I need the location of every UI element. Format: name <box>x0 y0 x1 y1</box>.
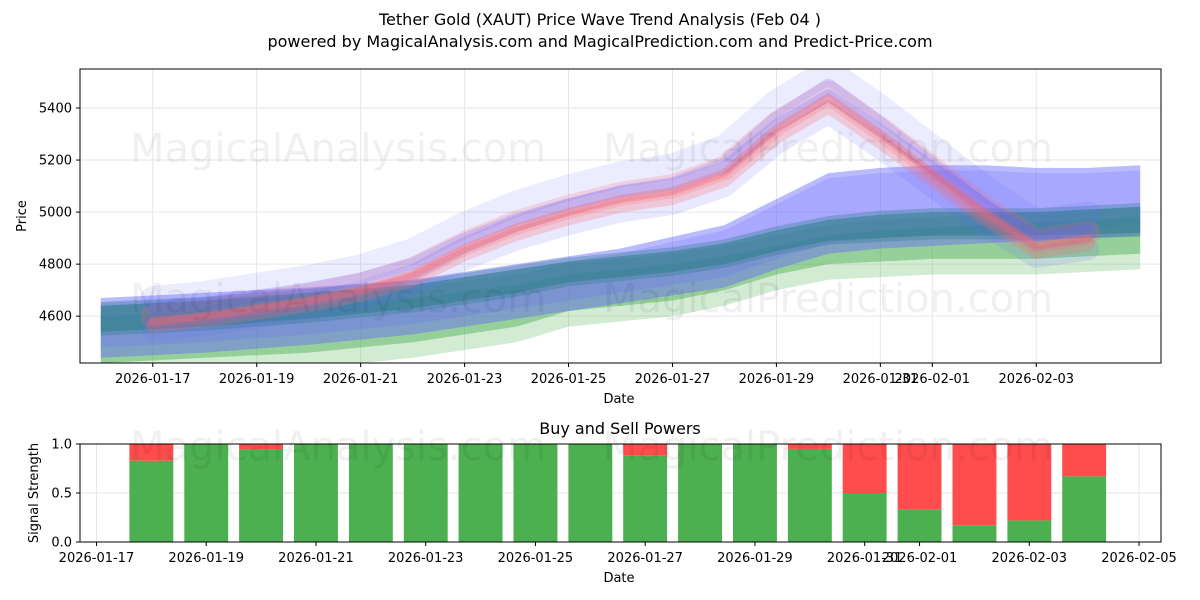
chart-subtitle: powered by MagicalAnalysis.com and Magic… <box>267 32 933 51</box>
buy-bar <box>897 509 942 542</box>
powers-xtick-label: 2026-02-01 <box>882 551 958 566</box>
price-wave-line <box>140 80 1101 329</box>
price-xtick-label: 2026-01-17 <box>115 372 191 387</box>
price-ytick-label: 5200 <box>39 154 72 169</box>
buy-bar <box>733 444 777 542</box>
price-xtick-label: 2026-01-23 <box>427 372 503 387</box>
price-xtick-label: 2026-01-27 <box>635 372 711 387</box>
buy-bar <box>294 444 338 542</box>
powers-chart-title: Buy and Sell Powers <box>539 419 701 438</box>
price-chart-ticks: 4600 4800 5000 5200 5400 2026-01-17 2026-01-19… <box>39 102 1074 387</box>
price-ytick-label: 5000 <box>39 206 72 221</box>
sell-bar <box>239 444 283 450</box>
price-wave-line <box>146 89 1095 315</box>
price-xtick-label: 2026-01-21 <box>323 372 399 387</box>
watermark-analysis-3: MagicalAnalysis.com <box>130 424 546 470</box>
buy-bar <box>787 448 832 542</box>
buy-bar <box>239 449 283 542</box>
watermark-analysis-2: MagicalAnalysis.com <box>130 276 546 322</box>
watermark-analysis: MagicalAnalysis.com <box>130 126 546 172</box>
buy-bar <box>842 493 887 542</box>
teal-forecast-band <box>100 206 1141 332</box>
buy-bar <box>348 444 393 542</box>
sell-bar <box>623 444 668 456</box>
buy-bar <box>458 444 503 542</box>
powers-xtick-label: 2026-02-05 <box>1101 551 1177 566</box>
buy-bar <box>1007 520 1052 542</box>
price-wave-line <box>144 78 1097 330</box>
green-forecast-band <box>100 206 1141 363</box>
powers-xtick-label: 2026-01-23 <box>388 551 464 566</box>
powers-xtick-label: 2026-01-27 <box>607 551 683 566</box>
powers-xtick-label: 2026-02-03 <box>992 551 1068 566</box>
price-ytick-label: 4800 <box>39 258 72 273</box>
powers-chart-ticks: 0.0 0.5 1.0 2026-01-17 2026-01-19 2026-01-21 2… <box>51 438 1177 567</box>
price-chart-plot <box>100 69 1141 363</box>
sell-bar <box>129 444 174 461</box>
powers-chart-ylabel: Signal Strength <box>27 443 42 543</box>
powers-xtick-label: 2026-01-29 <box>717 551 793 566</box>
buy-bar <box>513 444 558 542</box>
price-wave-line <box>141 102 1100 342</box>
buy-bar <box>678 444 722 542</box>
buy-bar <box>623 455 668 542</box>
sell-bar <box>897 444 942 510</box>
price-wave-line <box>139 69 1102 313</box>
powers-ytick-label: 0.0 <box>51 536 72 551</box>
powers-chart-xlabel: Date <box>603 571 634 586</box>
price-xtick-label: 2026-02-03 <box>998 372 1074 387</box>
buy-bar <box>1062 476 1107 542</box>
price-xtick-label: 2026-01-29 <box>739 372 815 387</box>
powers-xtick-label: 2026-01-19 <box>168 551 244 566</box>
watermark-prediction-3: MagicalPrediction.com <box>603 424 1053 470</box>
powers-chart-plot <box>129 444 1107 542</box>
sell-bar <box>952 444 997 526</box>
price-chart-ylabel: Price <box>15 200 30 232</box>
price-xtick-label: 2026-01-25 <box>531 372 607 387</box>
buy-bar <box>129 460 174 542</box>
sell-bar <box>1062 444 1107 477</box>
price-xtick-label: 2026-01-31 <box>843 372 919 387</box>
watermark-prediction-2: MagicalPrediction.com <box>603 276 1053 322</box>
powers-xtick-label: 2026-01-17 <box>59 551 135 566</box>
sell-bar <box>842 444 887 493</box>
teal-forecast-band <box>100 203 1141 336</box>
powers-ytick-label: 0.5 <box>51 487 72 502</box>
green-forecast-band <box>100 217 1141 363</box>
powers-ytick-label: 1.0 <box>51 438 72 453</box>
price-chart-xlabel: Date <box>603 392 634 407</box>
buy-bar <box>568 444 613 542</box>
buy-bar <box>403 444 448 542</box>
powers-xtick-label: 2026-01-31 <box>827 551 903 566</box>
buy-bar <box>952 525 997 542</box>
price-ytick-label: 5400 <box>39 102 72 117</box>
price-ytick-label: 4600 <box>39 310 72 325</box>
powers-xtick-label: 2026-01-25 <box>498 551 574 566</box>
price-chart-frame <box>79 68 1162 364</box>
sell-bar <box>1007 444 1052 521</box>
watermark-prediction: MagicalPrediction.com <box>603 126 1053 172</box>
price-wave-line <box>145 99 1096 333</box>
buy-bar <box>184 444 229 542</box>
sell-bar <box>787 444 832 449</box>
price-xtick-label: 2026-02-01 <box>895 372 971 387</box>
price-xtick-label: 2026-01-19 <box>219 372 295 387</box>
powers-xtick-label: 2026-01-21 <box>278 551 354 566</box>
price-wave-line <box>148 93 1093 326</box>
chart-title: Tether Gold (XAUT) Price Wave Trend Anal… <box>379 10 821 29</box>
